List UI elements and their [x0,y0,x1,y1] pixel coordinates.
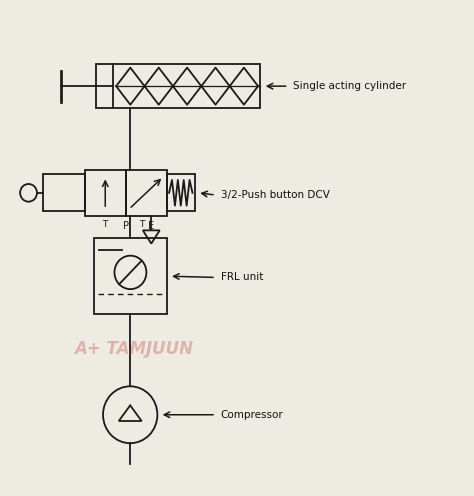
Text: Compressor: Compressor [220,410,283,420]
Text: T: T [139,220,144,229]
Bar [97,64,260,108]
Bar [94,238,167,314]
Bar [167,175,195,211]
Text: P: P [122,221,128,231]
Bar [43,175,85,211]
Text: Single acting cylinder: Single acting cylinder [293,81,406,91]
Text: A+ TAMJUUN: A+ TAMJUUN [74,340,193,358]
Bar [126,170,167,216]
Text: E: E [148,221,155,231]
Text: 3/2-Push button DCV: 3/2-Push button DCV [220,190,329,200]
Text: FRL unit: FRL unit [220,272,263,282]
Text: T: T [102,220,108,229]
Bar [85,170,126,216]
